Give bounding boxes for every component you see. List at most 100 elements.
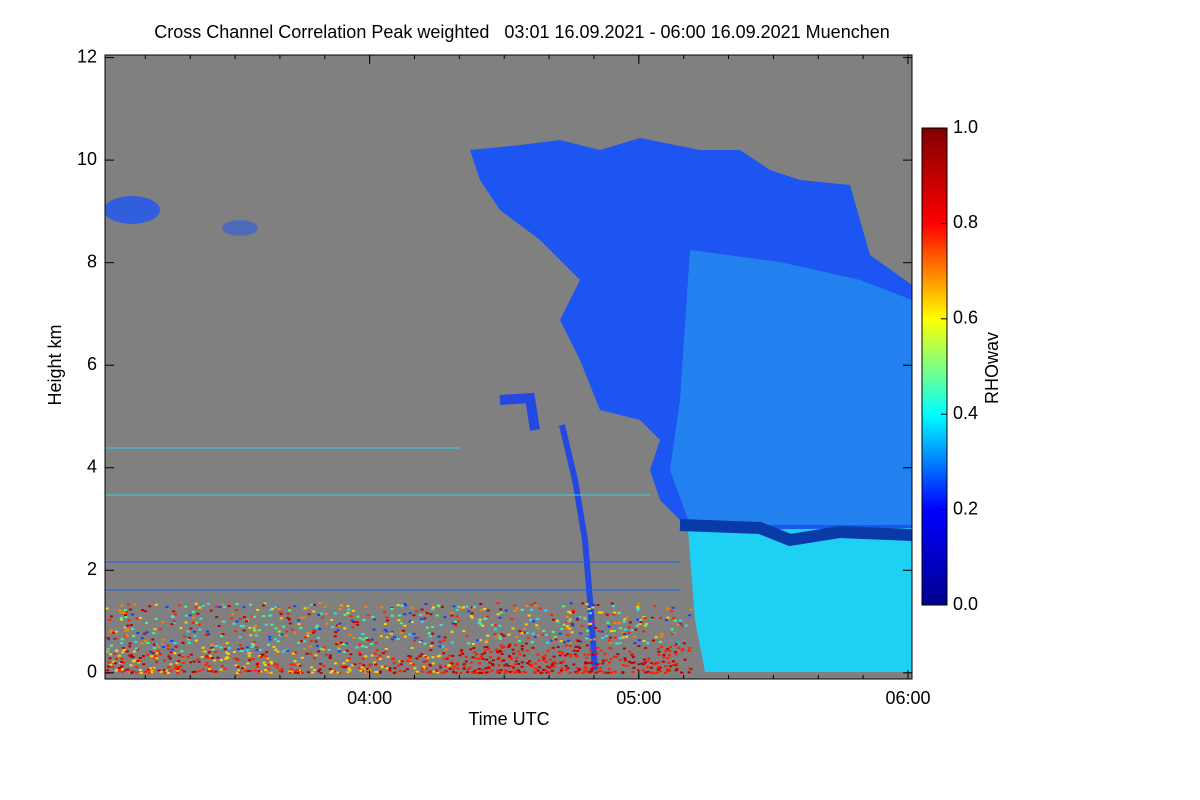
noise <box>627 631 631 634</box>
noise <box>175 662 179 665</box>
noise <box>322 646 326 649</box>
noise <box>602 671 606 674</box>
noise <box>444 648 448 651</box>
noise <box>366 639 370 642</box>
noise <box>442 652 446 655</box>
noise <box>454 624 458 627</box>
noise <box>130 654 134 657</box>
noise <box>458 654 462 657</box>
noise <box>633 642 637 645</box>
noise <box>239 624 243 627</box>
noise <box>502 646 506 649</box>
noise <box>248 652 252 655</box>
noise <box>568 627 572 630</box>
noise <box>604 659 608 662</box>
noise <box>639 621 643 624</box>
noise <box>180 650 184 653</box>
noise <box>409 655 413 658</box>
noise <box>636 607 640 610</box>
noise <box>358 653 362 656</box>
noise <box>589 648 593 651</box>
noise <box>552 660 556 663</box>
noise <box>239 650 243 653</box>
noise <box>645 622 649 625</box>
noise <box>496 657 500 660</box>
noise <box>533 635 537 638</box>
noise <box>551 646 555 649</box>
noise <box>514 660 518 663</box>
noise <box>551 630 555 633</box>
noise <box>120 665 124 668</box>
noise <box>565 625 569 628</box>
noise <box>546 670 550 673</box>
noise <box>122 661 126 664</box>
noise <box>654 636 658 639</box>
noise <box>108 657 112 660</box>
noise <box>154 660 158 663</box>
noise <box>125 634 129 637</box>
noise <box>494 648 498 651</box>
noise <box>265 651 269 654</box>
noise <box>263 664 267 667</box>
noise <box>619 627 623 630</box>
noise <box>325 622 329 625</box>
plot-frame <box>104 54 913 680</box>
noise <box>563 654 567 657</box>
noise <box>529 618 533 621</box>
noise <box>605 613 609 616</box>
noise <box>321 616 325 619</box>
noise <box>129 664 133 667</box>
noise <box>671 606 675 609</box>
noise <box>677 646 681 649</box>
noise <box>403 635 407 638</box>
noise <box>375 641 379 644</box>
noise <box>424 602 428 605</box>
noise <box>370 638 374 641</box>
noise <box>416 636 420 639</box>
noise <box>557 671 561 674</box>
y-tick-label: 0 <box>87 662 97 682</box>
noise <box>410 621 414 624</box>
y-tick-label: 2 <box>87 559 97 579</box>
noise <box>268 638 272 641</box>
noise <box>215 605 219 608</box>
noise <box>525 631 529 634</box>
noise <box>454 620 458 623</box>
noise <box>544 609 548 612</box>
noise <box>121 670 125 673</box>
noise <box>148 605 152 608</box>
noise <box>447 664 451 667</box>
noise <box>358 637 362 640</box>
noise <box>587 607 591 610</box>
noise <box>410 647 414 650</box>
noise <box>566 627 570 630</box>
noise <box>227 647 231 650</box>
noise <box>381 652 385 655</box>
noise <box>515 656 519 659</box>
noise <box>205 661 209 664</box>
noise <box>258 629 262 632</box>
noise <box>636 668 640 671</box>
noise <box>159 670 163 673</box>
noise <box>559 669 563 672</box>
noise <box>666 607 670 610</box>
noise <box>157 669 161 672</box>
noise <box>128 654 132 657</box>
noise <box>264 655 268 658</box>
noise <box>155 652 159 655</box>
noise <box>457 605 461 608</box>
noise <box>517 639 521 642</box>
noise <box>621 671 625 674</box>
noise <box>194 639 198 642</box>
noise <box>491 664 495 667</box>
noise <box>134 647 138 650</box>
noise <box>289 668 293 671</box>
noise <box>510 657 514 660</box>
noise <box>333 670 337 673</box>
noise <box>297 641 301 644</box>
noise <box>152 632 156 635</box>
noise <box>366 614 370 617</box>
noise <box>400 660 404 663</box>
noise <box>588 670 592 673</box>
noise <box>126 629 130 632</box>
